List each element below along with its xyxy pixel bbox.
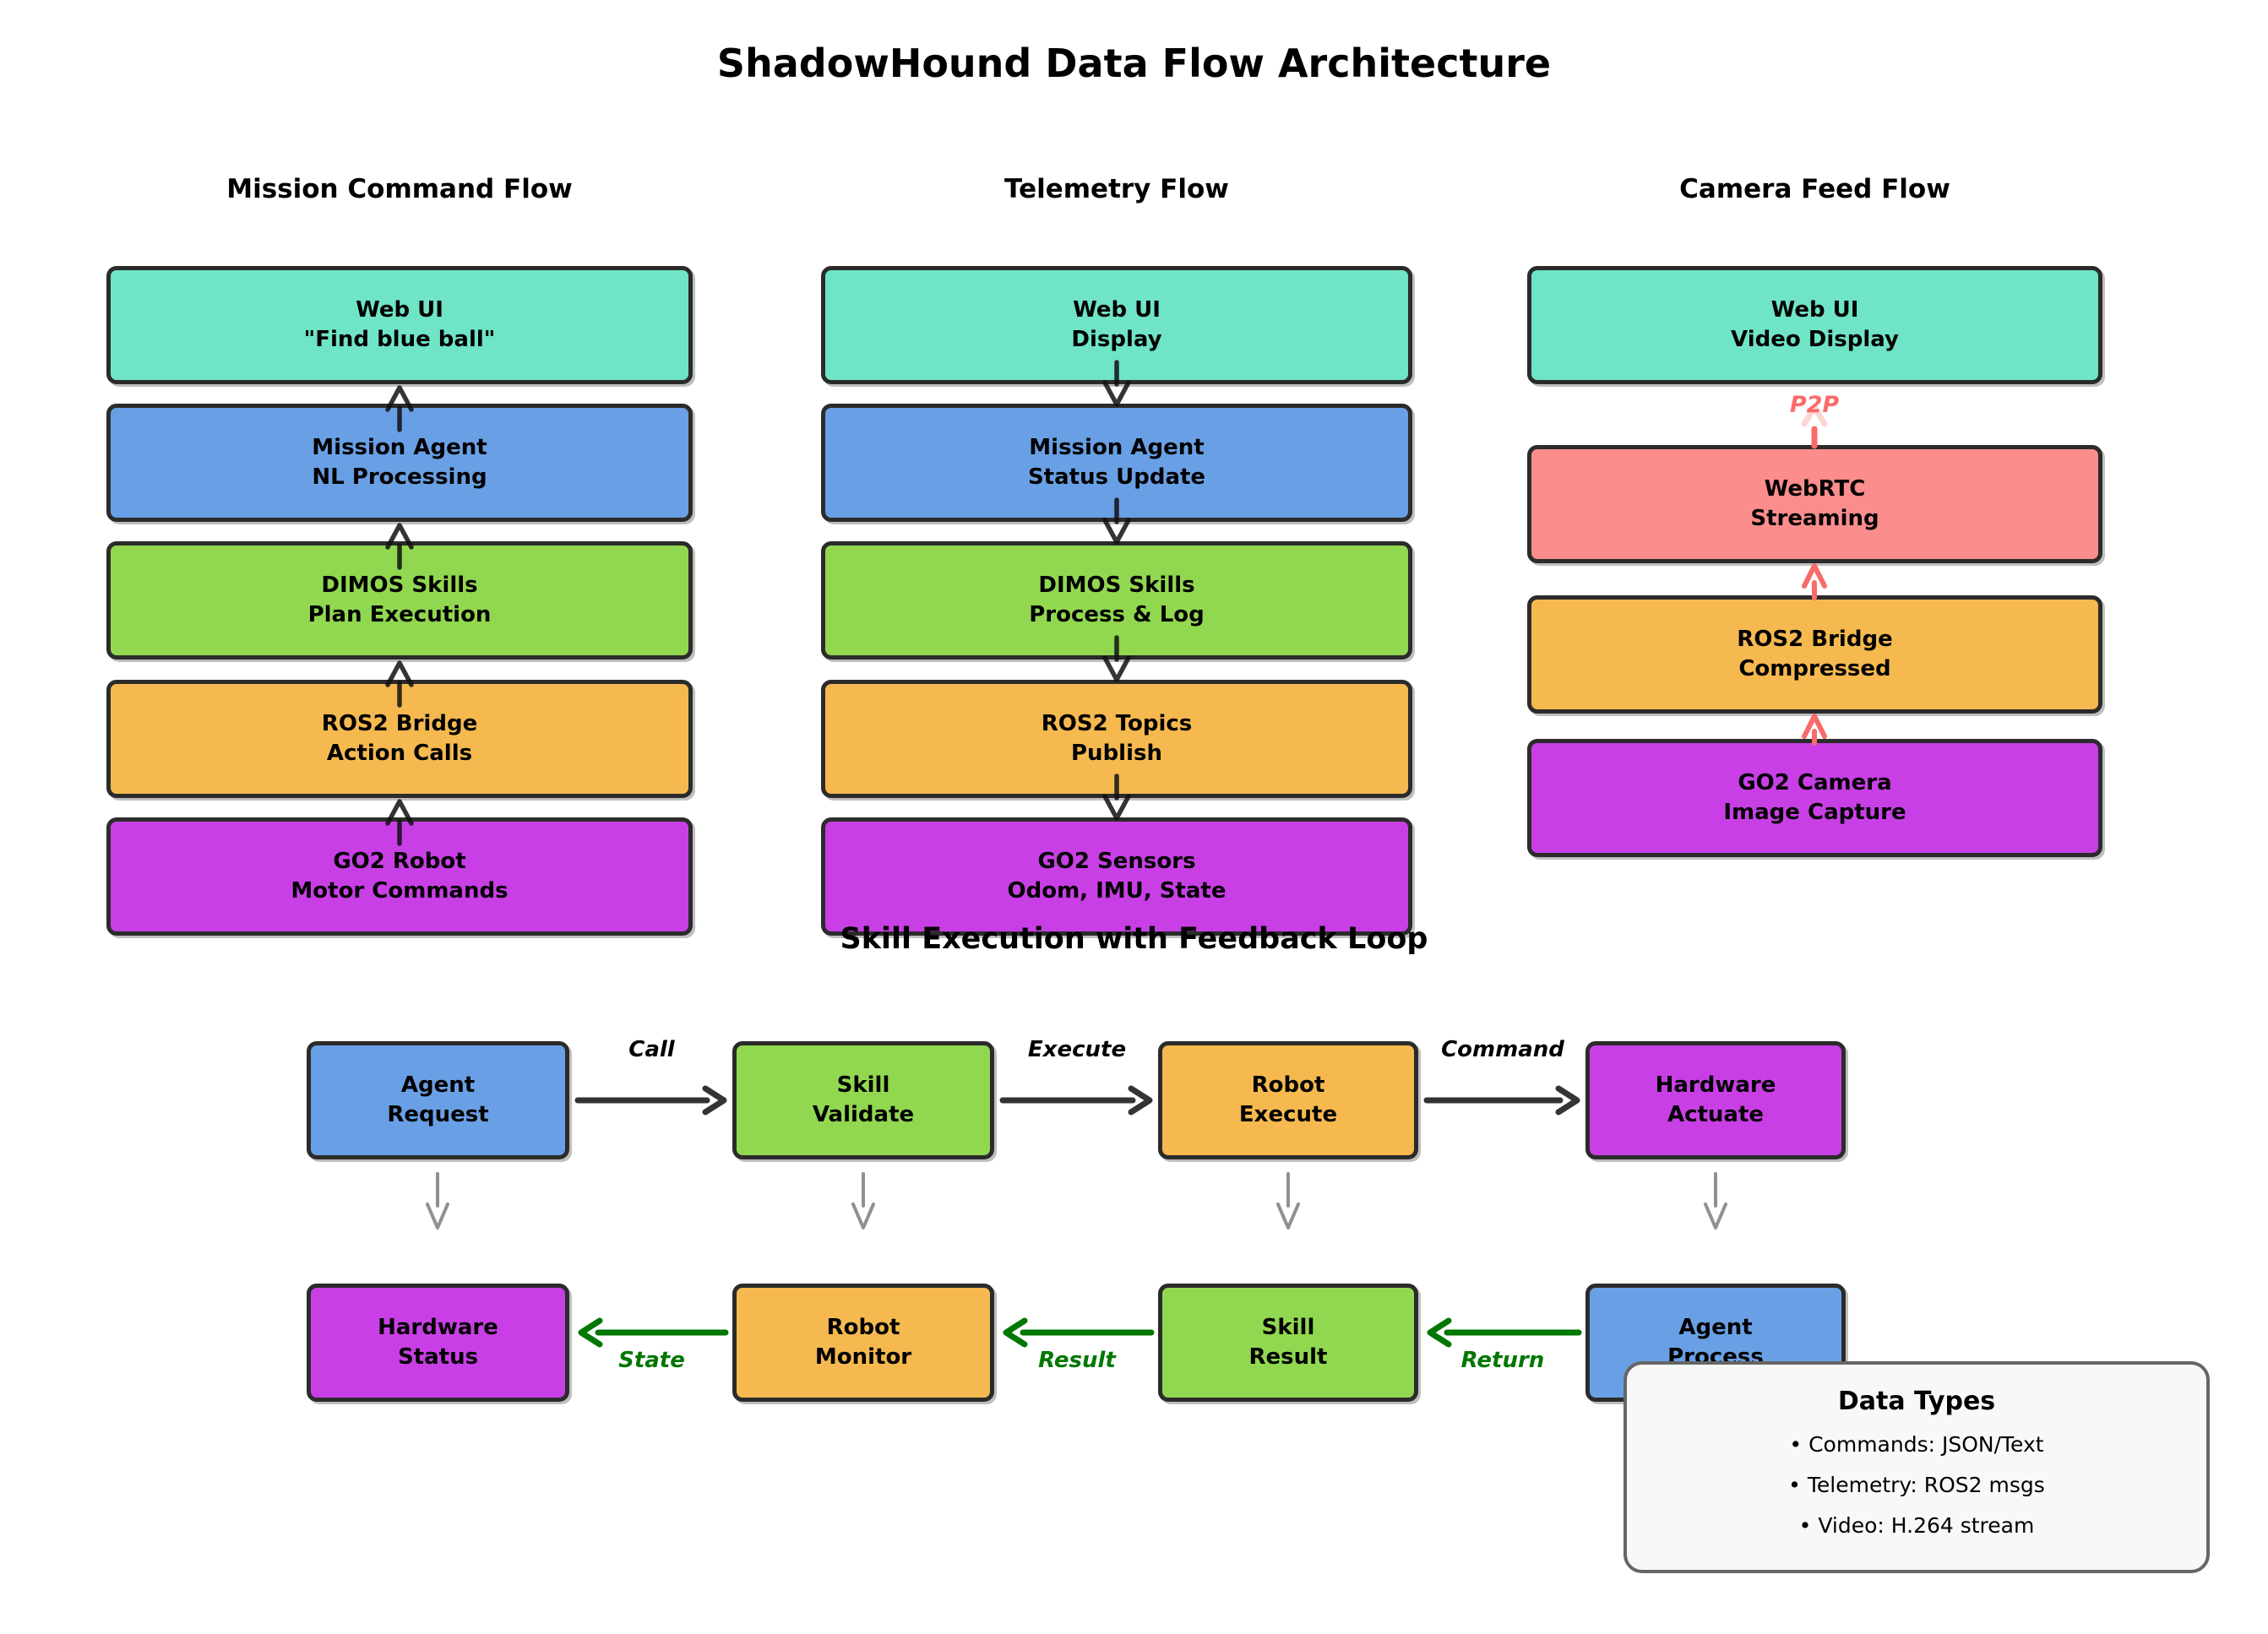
legend-panel: Data Types • Commands: JSON/Text • Telem… bbox=[1623, 1361, 2210, 1573]
node-label: Skill bbox=[836, 1072, 890, 1098]
node-label: ROS2 Bridge bbox=[321, 711, 478, 736]
node-label: GO2 Sensors bbox=[1037, 849, 1196, 874]
node-label: Motor Commands bbox=[291, 878, 509, 904]
node-webrtc-streaming: WebRTC Streaming bbox=[1527, 445, 2102, 563]
p2p-dashed-arrow-icon bbox=[1798, 426, 1831, 449]
legend-title: Data Types bbox=[1837, 1387, 1996, 1416]
command-label: Command bbox=[1441, 1037, 1564, 1062]
feedback-down-arrow-icon bbox=[1275, 1172, 1302, 1231]
mission-up-arrow-icon bbox=[383, 796, 416, 846]
camera-up-arrow-icon bbox=[1798, 711, 1831, 746]
node-label: Display bbox=[1071, 327, 1162, 352]
node-label: Hardware bbox=[378, 1315, 498, 1340]
mission-up-arrow-icon bbox=[383, 520, 416, 570]
node-ros2-bridge-compressed: ROS2 Bridge Compressed bbox=[1527, 595, 2102, 714]
command-arrow-icon bbox=[1423, 1085, 1580, 1116]
node-label: Status Update bbox=[1027, 464, 1206, 490]
page-title: ShadowHound Data Flow Architecture bbox=[716, 41, 1552, 86]
feedback-down-arrow-icon bbox=[1702, 1172, 1729, 1231]
node-label: NL Processing bbox=[312, 464, 487, 490]
node-label: Actuate bbox=[1667, 1102, 1765, 1127]
node-web-ui-video: Web UI Video Display bbox=[1527, 266, 2102, 384]
node-label: Web UI bbox=[1073, 297, 1161, 323]
return-arrow-icon bbox=[1425, 1317, 1582, 1348]
legend-item: • Commands: JSON/Text bbox=[1789, 1432, 2044, 1457]
node-label: Video Display bbox=[1731, 327, 1899, 352]
mission-up-arrow-icon bbox=[383, 658, 416, 708]
node-label: "Find blue ball" bbox=[303, 327, 496, 352]
state-label: State bbox=[618, 1348, 685, 1373]
node-label: Web UI bbox=[356, 297, 443, 323]
column-header-camera: Camera Feed Flow bbox=[1679, 174, 1950, 204]
node-label: Mission Agent bbox=[312, 435, 487, 460]
node-label: Monitor bbox=[814, 1344, 912, 1370]
p2p-arrowhead-icon bbox=[1798, 404, 1831, 427]
node-label: ROS2 Bridge bbox=[1737, 627, 1893, 652]
telemetry-down-arrow-icon bbox=[1100, 635, 1134, 685]
feedback-down-arrow-icon bbox=[850, 1172, 877, 1231]
node-label: Hardware bbox=[1655, 1072, 1776, 1098]
node-label: Status bbox=[397, 1344, 479, 1370]
node-label: WebRTC bbox=[1764, 476, 1866, 502]
node-agent-request: Agent Request bbox=[307, 1041, 569, 1159]
column-header-mission: Mission Command Flow bbox=[226, 174, 573, 204]
node-label: Agent bbox=[1678, 1315, 1753, 1340]
node-label: Execute bbox=[1238, 1102, 1338, 1127]
camera-up-arrow-icon bbox=[1798, 561, 1831, 601]
node-label: Publish bbox=[1071, 741, 1162, 766]
node-ros2-topics-publish: ROS2 Topics Publish bbox=[821, 680, 1412, 798]
node-label: Request bbox=[387, 1102, 489, 1127]
telemetry-down-arrow-icon bbox=[1100, 497, 1134, 547]
node-label: Streaming bbox=[1750, 506, 1879, 531]
node-label: Robot bbox=[826, 1315, 900, 1340]
node-label: ROS2 Topics bbox=[1041, 711, 1193, 736]
node-label: Validate bbox=[812, 1102, 915, 1127]
node-skill-result: Skill Result bbox=[1158, 1284, 1418, 1402]
node-label: Agent bbox=[400, 1072, 476, 1098]
node-label: Image Capture bbox=[1723, 800, 1906, 825]
node-robot-execute: Robot Execute bbox=[1158, 1041, 1418, 1159]
legend-item: • Telemetry: ROS2 msgs bbox=[1788, 1473, 2045, 1497]
node-label: Skill bbox=[1261, 1315, 1315, 1340]
node-web-ui-command: Web UI "Find blue ball" bbox=[106, 266, 693, 384]
feedback-down-arrow-icon bbox=[424, 1172, 451, 1231]
column-header-telemetry: Telemetry Flow bbox=[1004, 174, 1229, 204]
node-label: DIMOS Skills bbox=[321, 573, 478, 598]
node-label: Robot bbox=[1251, 1072, 1325, 1098]
node-go2-camera: GO2 Camera Image Capture bbox=[1527, 739, 2102, 857]
node-label: Mission Agent bbox=[1029, 435, 1205, 460]
node-label: GO2 Robot bbox=[333, 849, 466, 874]
execute-arrow-icon bbox=[999, 1085, 1153, 1116]
node-hardware-status: Hardware Status bbox=[307, 1284, 569, 1402]
state-arrow-icon bbox=[576, 1317, 729, 1348]
return-label: Return bbox=[1460, 1348, 1545, 1373]
node-label: DIMOS Skills bbox=[1038, 573, 1195, 598]
node-label: Plan Execution bbox=[307, 602, 492, 627]
node-label: Action Calls bbox=[326, 741, 473, 766]
node-skill-validate: Skill Validate bbox=[732, 1041, 994, 1159]
node-robot-monitor: Robot Monitor bbox=[732, 1284, 994, 1402]
telemetry-down-arrow-icon bbox=[1100, 774, 1134, 823]
result-label: Result bbox=[1038, 1348, 1116, 1373]
call-arrow-icon bbox=[574, 1085, 727, 1116]
p2p-label: P2P bbox=[1789, 392, 1840, 418]
node-label: Web UI bbox=[1770, 297, 1859, 323]
node-label: Odom, IMU, State bbox=[1007, 878, 1226, 904]
node-hardware-actuate: Hardware Actuate bbox=[1585, 1041, 1846, 1159]
node-label: Result bbox=[1248, 1344, 1328, 1370]
node-label: GO2 Camera bbox=[1738, 770, 1892, 795]
feedback-section-title: Skill Execution with Feedback Loop bbox=[840, 922, 1428, 956]
node-label: Compressed bbox=[1738, 656, 1891, 681]
legend-item: • Video: H.264 stream bbox=[1798, 1513, 2035, 1538]
execute-label: Execute bbox=[1027, 1037, 1127, 1062]
node-label: Process & Log bbox=[1029, 602, 1205, 627]
call-label: Call bbox=[628, 1037, 675, 1062]
result-arrow-icon bbox=[1001, 1317, 1155, 1348]
mission-up-arrow-icon bbox=[383, 383, 416, 432]
telemetry-down-arrow-icon bbox=[1100, 360, 1134, 410]
node-go2-sensors: GO2 Sensors Odom, IMU, State bbox=[821, 817, 1412, 936]
